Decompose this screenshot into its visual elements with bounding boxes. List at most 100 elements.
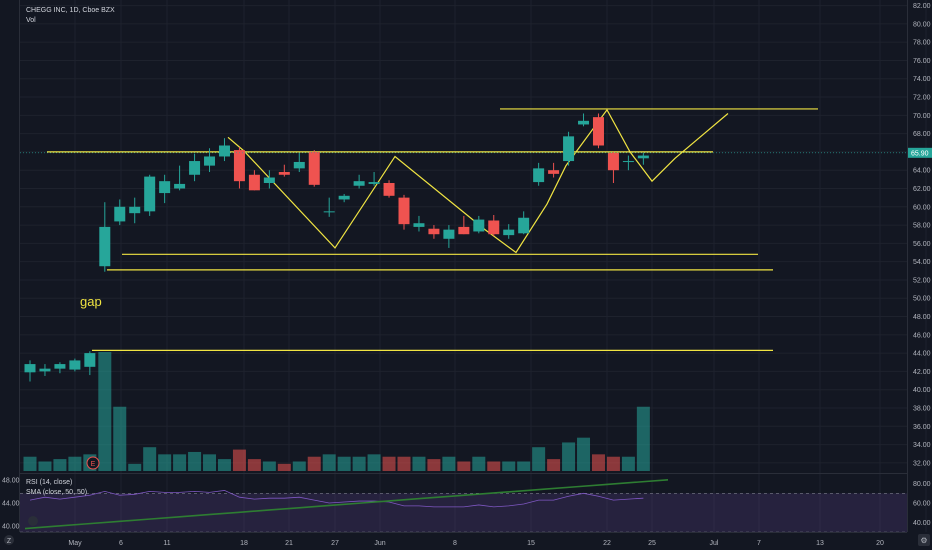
- rsi-tick-label: 60.00: [913, 501, 931, 508]
- time-tick-label: 25: [648, 540, 656, 547]
- sma-label[interactable]: SMA (close, 50, 50): [26, 489, 87, 496]
- rsi-label[interactable]: RSI (14, close): [26, 479, 72, 486]
- candle-body: [114, 206, 126, 222]
- rsi-tick-label: 40.00: [913, 520, 931, 527]
- price-tick-label: 42.00: [913, 369, 931, 376]
- volume-bar: [621, 456, 635, 471]
- left-tick-label: 48.00: [2, 477, 20, 484]
- volume-bar: [277, 463, 291, 471]
- volume-bar: [217, 459, 231, 471]
- price-tick-label: 82.00: [913, 3, 931, 10]
- candle-body: [368, 182, 380, 184]
- candle-body: [473, 219, 485, 232]
- volume-bar: [532, 447, 546, 471]
- time-tick-label: 8: [453, 540, 457, 547]
- candle-body: [99, 226, 111, 267]
- price-tick-label: 34.00: [913, 442, 931, 449]
- candle-body: [174, 183, 186, 189]
- time-tick-label: 11: [163, 540, 170, 547]
- time-tick-label: Jun: [374, 540, 385, 547]
- price-tick-label: 76.00: [913, 58, 931, 65]
- volume-bar: [636, 406, 650, 471]
- time-tick-label: 20: [876, 540, 884, 547]
- candle-body: [503, 229, 515, 236]
- collapse-pane-icon[interactable]: [28, 516, 38, 526]
- candle-body: [129, 206, 141, 214]
- price-tick-label: 72.00: [913, 95, 931, 102]
- volume-bar: [352, 456, 366, 471]
- rsi-tick-label: 80.00: [913, 481, 931, 488]
- candle-body: [353, 181, 365, 186]
- candle-body: [39, 368, 51, 372]
- price-tick-label: 58.00: [913, 223, 931, 230]
- candle-body: [84, 353, 96, 367]
- candle-body: [308, 151, 320, 185]
- volume-bar: [457, 461, 471, 471]
- candle-body: [637, 155, 649, 159]
- candle-body: [54, 364, 66, 369]
- price-tick-label: 48.00: [913, 314, 931, 321]
- symbol-title[interactable]: CHEGG INC, 1D, Cboe BZX: [26, 7, 115, 14]
- candle-body: [233, 150, 245, 182]
- time-tick-label: 18: [240, 540, 248, 547]
- candle-body: [458, 226, 470, 235]
- volume-bar: [547, 459, 561, 471]
- time-tick-label: 15: [527, 540, 535, 547]
- volume-bar: [517, 461, 531, 471]
- candle-body: [323, 211, 335, 213]
- volume-bar: [173, 454, 187, 471]
- price-tick-label: 36.00: [913, 424, 931, 431]
- candle-body: [293, 161, 305, 169]
- volume-bar: [337, 456, 351, 471]
- price-tick-label: 52.00: [913, 277, 931, 284]
- candle-body: [398, 197, 410, 225]
- candle-body: [413, 223, 425, 227]
- volume-bar: [292, 461, 306, 471]
- candle-body: [443, 229, 455, 239]
- price-tick-label: 74.00: [913, 76, 931, 83]
- rsi-pane: [20, 479, 907, 533]
- volume-bar: [442, 456, 456, 471]
- candlestick-series: [24, 113, 649, 382]
- price-tick-label: 50.00: [913, 296, 931, 303]
- price-tick-label: 54.00: [913, 259, 931, 266]
- volume-bar: [412, 456, 426, 471]
- earnings-event-label: E: [91, 461, 96, 468]
- earnings-event-icon[interactable]: [86, 456, 100, 470]
- candle-body: [218, 145, 230, 157]
- candle-body: [518, 217, 530, 234]
- trendline: [227, 108, 729, 254]
- time-tick-label: 6: [119, 540, 123, 547]
- volume-bar: [98, 352, 112, 471]
- volume-bar: [53, 459, 67, 471]
- volume-label[interactable]: Vol: [26, 17, 36, 24]
- timezone-icon[interactable]: [4, 535, 14, 545]
- candle-body: [338, 195, 350, 200]
- trendline-drawings[interactable]: [47, 108, 818, 351]
- timezone-badge: Z: [7, 538, 12, 545]
- chart-settings-icon[interactable]: [918, 534, 930, 546]
- price-tick-label: 32.00: [913, 460, 931, 467]
- volume-bar: [322, 454, 336, 471]
- volume-bars: [23, 352, 650, 471]
- candle-body: [622, 161, 634, 163]
- volume-bar: [367, 454, 381, 471]
- price-tick-label: 70.00: [913, 113, 931, 120]
- last-price-box: [908, 147, 932, 158]
- candle-body: [248, 174, 260, 191]
- price-tick-label: 80.00: [913, 21, 931, 28]
- price-tick-label: 44.00: [913, 351, 931, 358]
- candle-body: [24, 364, 36, 373]
- candle-body: [428, 228, 440, 235]
- candle-body: [383, 182, 395, 196]
- time-tick-label: 7: [757, 540, 761, 547]
- volume-bar: [158, 454, 172, 471]
- time-tick-label: May: [68, 540, 82, 547]
- settings-glyph: ⚙: [920, 536, 927, 545]
- gap-annotation[interactable]: gap: [80, 294, 102, 309]
- volume-bar: [232, 449, 246, 471]
- time-tick-label: Jul: [710, 540, 719, 547]
- candle-body: [548, 170, 560, 174]
- volume-bar: [382, 456, 396, 471]
